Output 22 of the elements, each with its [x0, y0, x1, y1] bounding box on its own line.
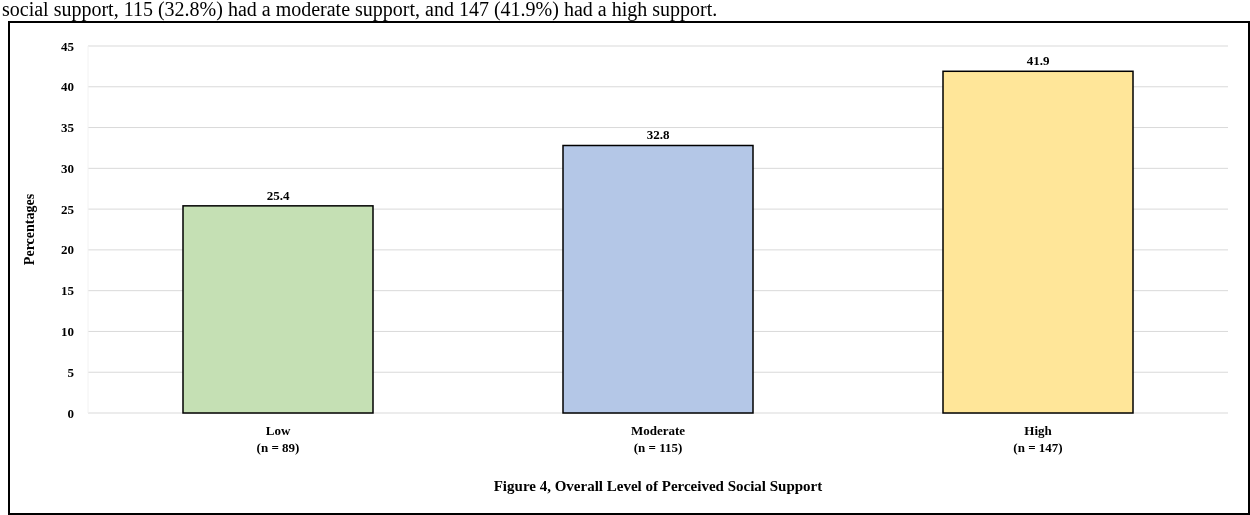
y-tick-label: 5 [67, 364, 75, 380]
y-tick-label: 15 [61, 283, 75, 299]
y-tick-label: 0 [67, 405, 74, 421]
bar [182, 205, 374, 414]
y-tick-label: 20 [61, 242, 74, 258]
y-tick-label: 35 [61, 120, 75, 136]
data-label: 32.8 [646, 127, 670, 143]
x-tick-label: Moderate (n = 115) [630, 423, 686, 455]
text: Figure 4, Overall Level of Perceived Social Support [493, 478, 823, 494]
y-tick-label: 40 [61, 79, 74, 95]
x-tick-label: Low (n = 89) [256, 423, 300, 455]
text: social support, 115 (32.8%) had a moderate support, and 147 (41.9%) had a high support. [2, 0, 718, 21]
bar [942, 70, 1134, 414]
y-tick-label: 45 [61, 38, 75, 54]
data-label: 25.4 [266, 187, 290, 203]
y-tick-label: 10 [61, 323, 74, 339]
y-axis-title: Percentages [22, 193, 37, 266]
x-tick-label: High (n = 147) [1013, 423, 1063, 455]
bar [562, 144, 754, 414]
data-label: 41.9 [1026, 53, 1050, 69]
y-tick-label: 30 [61, 160, 74, 176]
y-tick-label: 25 [61, 201, 75, 217]
